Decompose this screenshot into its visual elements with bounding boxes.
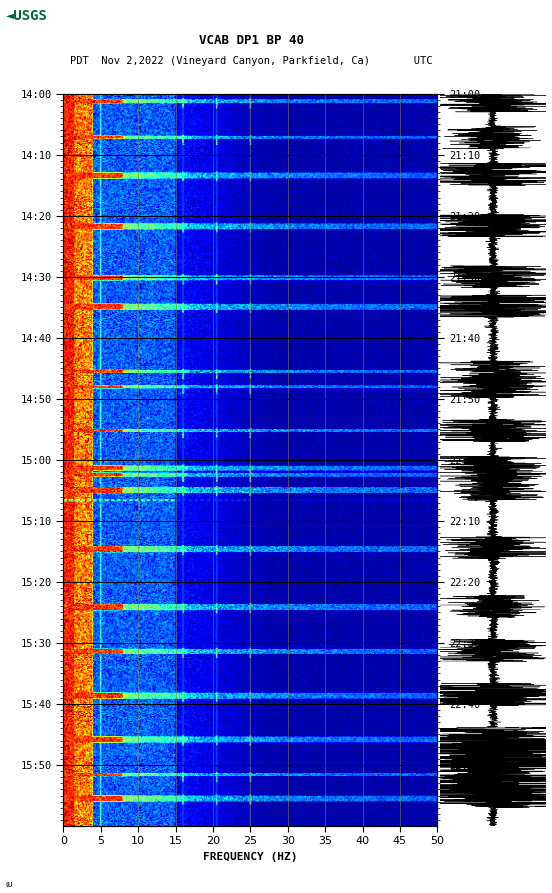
Text: ◄USGS: ◄USGS [6, 9, 47, 23]
X-axis label: FREQUENCY (HZ): FREQUENCY (HZ) [203, 852, 298, 862]
Text: VCAB DP1 BP 40: VCAB DP1 BP 40 [199, 34, 304, 46]
Text: ιυ: ιυ [6, 880, 13, 889]
Text: PDT  Nov 2,2022 (Vineyard Canyon, Parkfield, Ca)       UTC: PDT Nov 2,2022 (Vineyard Canyon, Parkfie… [70, 55, 433, 66]
